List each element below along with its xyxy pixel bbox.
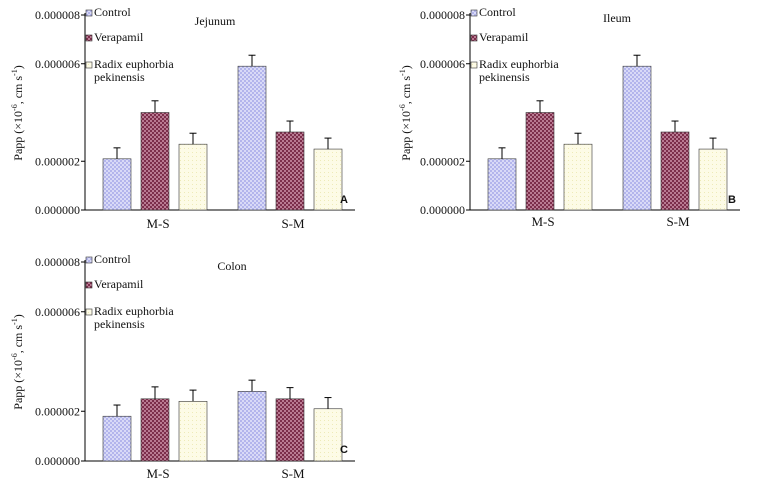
x-tick-label: M-S [146, 216, 169, 231]
legend-label: Radix euphorbia [94, 57, 174, 71]
chart-panel-b: 0.000008 0.000006 0.000002 0.000000 Papp (×1… [398, 5, 740, 229]
legend-swatch [85, 308, 93, 316]
legend-label-cont: pekinensis [479, 70, 530, 84]
bar-verapamil-m-s [140, 112, 170, 211]
legend-label-cont: pekinensis [94, 70, 145, 84]
y-tick-label: 0.000006 [35, 57, 80, 71]
legend-label: Control [94, 5, 131, 19]
legend-swatch [470, 34, 478, 42]
legend: Control Verapamil Radix euphorbiapekinensi… [470, 5, 559, 84]
chart-title: Ileum [603, 11, 632, 25]
legend-swatch [85, 9, 93, 17]
x-tick-label: S-M [281, 216, 305, 231]
bar-verapamil-s-m [275, 131, 305, 211]
bar-control-m-s [102, 415, 132, 462]
bar-radix-s-m [698, 148, 728, 211]
legend-label: Control [479, 5, 516, 19]
legend-swatch [85, 256, 93, 264]
bar-radix-m-s [563, 143, 593, 211]
x-tick-label: S-M [281, 466, 305, 481]
bar-control-m-s [102, 158, 132, 211]
legend-label: Control [94, 252, 131, 266]
x-tick-label: M-S [146, 466, 169, 481]
bar-radix-m-s [178, 400, 208, 462]
y-tick-label: 0.000000 [420, 203, 465, 217]
legend-label-cont: pekinensis [94, 317, 145, 331]
y-axis-label: Papp (×10-6, cm s-1) [10, 65, 25, 160]
y-tick-label: 0.000008 [420, 8, 465, 22]
y-tick-label: 0.000002 [35, 154, 80, 168]
x-tick-label: S-M [666, 214, 690, 229]
chart-title: Colon [217, 259, 246, 273]
y-tick-label: 0.000002 [35, 404, 80, 418]
panel-letter: A [340, 194, 348, 206]
legend-label: Radix euphorbia [94, 304, 174, 318]
panel-letter: C [340, 444, 348, 456]
bar-radix-s-m [313, 148, 343, 211]
y-tick-label: 0.000000 [35, 454, 80, 468]
x-tick-label: M-S [531, 214, 554, 229]
legend-label: Verapamil [94, 277, 144, 291]
bar-control-s-m [622, 65, 652, 211]
y-tick-label: 0.000006 [420, 57, 465, 71]
y-tick-label: 0.000000 [35, 203, 80, 217]
legend: Control Verapamil Radix euphorbiapekinensi… [85, 252, 174, 331]
legend-swatch [85, 281, 93, 289]
bar-control-s-m [237, 65, 267, 211]
panel-letter: B [728, 194, 736, 206]
chart-panel-c: 0.000008 0.000006 0.000002 0.000000 Papp (×1… [10, 252, 355, 481]
bar-verapamil-s-m [275, 398, 305, 462]
bar-verapamil-s-m [660, 131, 690, 211]
bar-verapamil-m-s [140, 398, 170, 462]
bar-radix-m-s [178, 143, 208, 211]
legend-label: Radix euphorbia [479, 57, 559, 71]
legend-swatch [85, 61, 93, 69]
bar-control-m-s [487, 158, 517, 211]
chart-panel-a: 0.000008 0.000006 0.000002 0.000000 Papp (×1… [10, 5, 355, 231]
bar-control-s-m [237, 391, 267, 462]
y-tick-label: 0.000008 [35, 255, 80, 269]
legend-swatch [85, 34, 93, 42]
y-tick-label: 0.000008 [35, 8, 80, 22]
legend: Control Verapamil Radix euphorbiapekinensi… [85, 5, 174, 84]
chart-title: Jejunum [195, 14, 236, 28]
y-axis-label: Papp (×10-6, cm s-1) [398, 65, 413, 160]
bar-radix-s-m [313, 408, 343, 462]
legend-label: Verapamil [479, 30, 529, 44]
y-tick-label: 0.000002 [420, 154, 465, 168]
legend-swatch [470, 61, 478, 69]
y-tick-label: 0.000006 [35, 305, 80, 319]
bar-verapamil-m-s [525, 112, 555, 211]
legend-swatch [470, 9, 478, 17]
legend-label: Verapamil [94, 30, 144, 44]
y-axis-label: Papp (×10-6, cm s-1) [10, 314, 25, 409]
